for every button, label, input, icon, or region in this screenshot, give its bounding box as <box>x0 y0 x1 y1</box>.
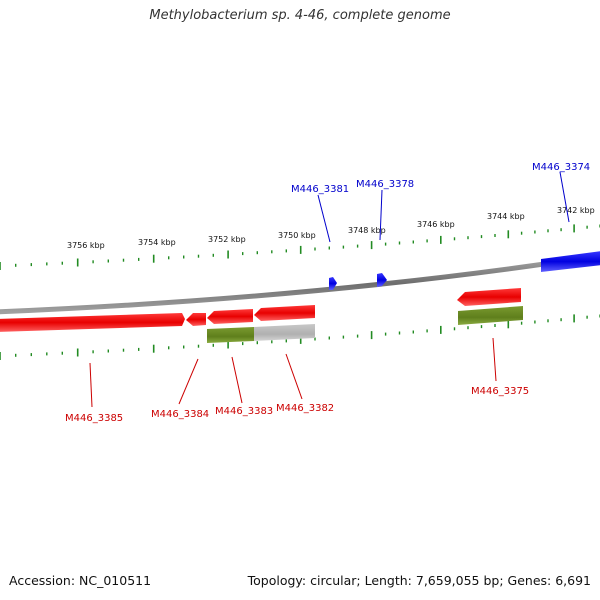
gene-label-m446-3374[interactable]: M446_3374 <box>532 162 590 173</box>
gene-label-m446-3375[interactable]: M446_3375 <box>471 386 529 397</box>
topology-summary-text: Topology: circular; Length: 7,659,055 bp… <box>247 573 591 588</box>
forward-genes <box>329 251 600 290</box>
scale-label-3746: 3746 kbp <box>417 220 455 229</box>
gene-label-m446-3385[interactable]: M446_3385 <box>65 413 123 424</box>
outer-tick-track <box>0 224 600 270</box>
gene-arrow-m446-3382[interactable] <box>254 305 315 321</box>
scale-label-3742: 3742 kbp <box>557 206 595 215</box>
cds-box-m446-3383[interactable] <box>207 327 254 343</box>
leader-line-m446-3374 <box>559 171 570 223</box>
gene-arrow-m446-3381[interactable] <box>329 277 337 290</box>
gene-label-m446-3383[interactable]: M446_3383 <box>215 406 273 417</box>
scale-label-3744: 3744 kbp <box>487 212 525 221</box>
gene-arrow-m446-3384[interactable] <box>186 313 206 326</box>
scale-label-3752: 3752 kbp <box>208 235 246 244</box>
scale-label-3750: 3750 kbp <box>278 231 316 240</box>
scale-label-3748: 3748 kbp <box>348 226 386 235</box>
leader-line-m446-3385 <box>89 362 93 408</box>
reverse-gene-labels: M446_3385 M446_3384 M446_3383 M446_3382 … <box>65 337 529 424</box>
leader-line-m446-3384 <box>178 358 199 405</box>
gene-arrow-m446-3374[interactable] <box>541 251 600 272</box>
gene-arrow-m446-3383[interactable] <box>207 309 253 324</box>
forward-gene-labels: M446_3381 M446_3378 M446_3374 <box>291 162 590 243</box>
leader-line-m446-3375 <box>492 337 497 382</box>
gene-arrow-m446-3378[interactable] <box>377 273 387 287</box>
scale-label-3754: 3754 kbp <box>138 238 176 247</box>
pseudo-box-m446-3382[interactable] <box>254 324 315 341</box>
inner-tick-track <box>0 314 600 360</box>
gene-label-m446-3381[interactable]: M446_3381 <box>291 184 349 195</box>
cds-box-m446-3375[interactable] <box>458 306 523 325</box>
gene-label-m446-3382[interactable]: M446_3382 <box>276 403 334 414</box>
leader-line-m446-3381 <box>317 194 331 243</box>
leader-line-m446-3383 <box>231 356 243 404</box>
scale-labels: 3756 kbp 3754 kbp 3752 kbp 3750 kbp 3748… <box>67 206 595 250</box>
scale-label-3756: 3756 kbp <box>67 241 105 250</box>
map-title: Methylobacterium sp. 4-46, complete geno… <box>149 8 451 23</box>
leader-line-m446-3382 <box>285 353 303 400</box>
gene-arrow-m446-3385[interactable] <box>0 313 185 332</box>
feature-boxes <box>207 306 523 343</box>
genome-backbone <box>0 253 600 315</box>
gene-label-m446-3384[interactable]: M446_3384 <box>151 409 209 420</box>
accession-text: Accession: NC_010511 <box>9 573 152 588</box>
gene-arrow-m446-3375[interactable] <box>457 288 521 306</box>
gene-label-m446-3378[interactable]: M446_3378 <box>356 179 414 190</box>
leader-line-m446-3378 <box>379 189 383 241</box>
reverse-genes <box>0 288 521 332</box>
